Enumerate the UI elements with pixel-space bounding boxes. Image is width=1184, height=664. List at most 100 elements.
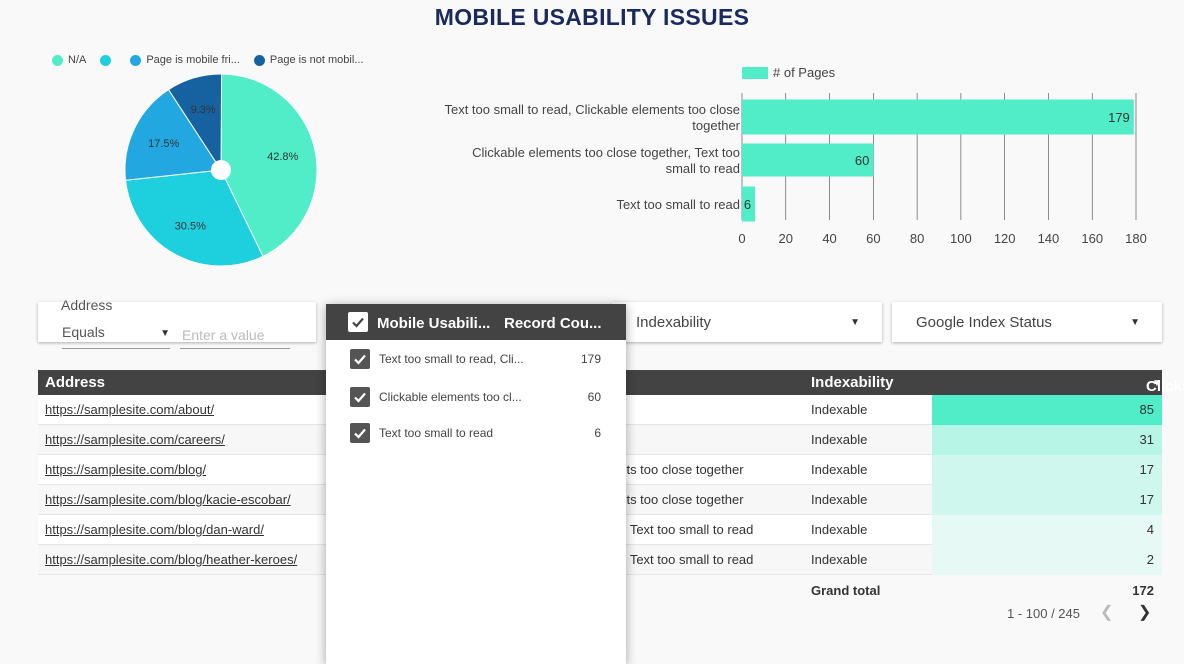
operator-select[interactable]: Equals ▼ (62, 324, 170, 349)
address-link[interactable]: https://samplesite.com/blog/dan-ward/ (45, 522, 264, 537)
check-icon (354, 392, 366, 403)
bar-value-label: 60 (855, 153, 869, 168)
pie-slice-label: 30.5% (175, 220, 206, 232)
indexability-value: Indexable (811, 492, 868, 507)
select-all-checkbox[interactable] (348, 312, 368, 332)
bar[interactable] (742, 99, 1134, 135)
indexability-value: Indexable (811, 552, 868, 567)
x-tick-label: 100 (950, 231, 972, 246)
dropdown-item[interactable]: Clickable elements too cl... 60 (326, 382, 626, 412)
item-checkbox[interactable] (350, 387, 370, 407)
address-link[interactable]: https://samplesite.com/about/ (45, 402, 215, 417)
bar-legend: # of Pages (742, 65, 835, 80)
indexability-value: Indexable (811, 462, 868, 477)
dropdown-item-label: Text too small to read (379, 426, 494, 440)
bar[interactable] (742, 143, 874, 177)
item-checkbox[interactable] (350, 423, 370, 443)
legend-item-na[interactable]: N/A (52, 54, 86, 66)
bar-value-label: 6 (744, 197, 751, 212)
pie-center-hole (211, 160, 231, 180)
bar-chart: 0 20 40 60 80 100 120 140 160 180 179 Text too smal… (444, 93, 1147, 246)
dropdown-item[interactable]: Text too small to read, Cli... 179 (326, 344, 626, 374)
dropdown-col-mobile-usability[interactable]: Mobile Usabili... (377, 315, 491, 332)
x-tick-label: 0 (738, 231, 745, 246)
pie-slice-label: 9.3% (191, 104, 216, 116)
clicks-value: 17 (932, 455, 1162, 485)
caret-down-icon: ▼ (160, 328, 170, 339)
indexability-value: Indexable (811, 432, 868, 447)
indexability-filter[interactable]: Indexability ▼ (612, 302, 882, 342)
legend-dot (100, 54, 112, 66)
check-icon (354, 428, 366, 439)
x-tick-label: 160 (1081, 231, 1103, 246)
x-tick-label: 80 (910, 231, 924, 246)
pie-slice[interactable] (124, 169, 264, 267)
y-category-label: Text too small to read (616, 197, 740, 212)
x-tick-label: 120 (994, 231, 1016, 246)
legend-label: N/A (68, 54, 87, 66)
clicks-value: 85 (932, 395, 1162, 425)
dropdown-item[interactable]: Text too small to read 6 (326, 418, 626, 448)
column-header-address[interactable]: Address (45, 374, 106, 391)
pagination-info: 1 - 100 / 245 (1007, 606, 1080, 621)
issue-text: er, Text too small to read (612, 552, 754, 567)
google-index-status-label: Google Index Status (916, 313, 1052, 331)
dropdown-item-count: 60 (587, 390, 601, 404)
pie-slice-label: 42.8% (267, 151, 298, 163)
issue-text: er, Text too small to read (612, 522, 754, 537)
pie-slice[interactable] (124, 88, 222, 181)
clicks-value: 17 (932, 485, 1162, 515)
pie-slice-label: 17.5% (148, 138, 179, 150)
pie-slice[interactable] (167, 73, 223, 172)
grand-total-label: Grand total (811, 583, 881, 598)
legend-dot (130, 54, 142, 66)
x-tick-label: 60 (866, 231, 880, 246)
address-filter-label: Address (61, 297, 113, 313)
address-value-input[interactable] (180, 322, 290, 349)
dropdown-col-record-count[interactable]: Record Cou... (504, 315, 602, 332)
legend-label: Page is mobile fri... (146, 54, 240, 66)
operator-value: Equals (62, 324, 105, 340)
address-link[interactable]: https://samplesite.com/blog/heather-kero… (45, 552, 298, 567)
chevron-left-icon[interactable]: ❮ (1100, 604, 1114, 621)
legend-item-mobile-friendly[interactable]: Page is mobile fri... (130, 54, 240, 66)
indexability-filter-label: Indexability (636, 313, 712, 331)
bar-value-label: 179 (1108, 110, 1130, 125)
check-icon (354, 354, 366, 365)
indexability-value: Indexable (811, 402, 868, 417)
item-checkbox[interactable] (350, 349, 370, 369)
address-link[interactable]: https://samplesite.com/blog/kacie-escoba… (45, 492, 291, 507)
page-title: MOBILE USABILITY ISSUES (434, 4, 750, 30)
caret-down-icon: ▼ (1130, 317, 1140, 328)
caret-down-icon: ▼ (850, 317, 860, 328)
pie-slice[interactable] (220, 73, 318, 258)
legend-swatch (742, 66, 768, 79)
address-link[interactable]: https://samplesite.com/careers/ (45, 432, 225, 447)
pie-legend: N/A Page is mobile fri... Page is not mo… (52, 54, 363, 66)
chevron-right-icon[interactable]: ❯ (1138, 604, 1152, 621)
clicks-value: 4 (932, 515, 1162, 545)
clicks-value: 31 (932, 425, 1162, 455)
clicks-value: 2 (932, 545, 1162, 575)
address-link[interactable]: https://samplesite.com/blog/ (45, 462, 207, 477)
pie-chart: 42.8% 30.5% 17.5% 9.3% (124, 73, 318, 267)
address-filter: Address Equals ▼ (38, 297, 316, 349)
bar[interactable] (742, 186, 756, 222)
column-header-indexability[interactable]: Indexability (811, 374, 894, 391)
google-index-status-filter[interactable]: Google Index Status ▼ (892, 302, 1162, 342)
dropdown-item-count: 179 (580, 352, 601, 366)
dropdown-item-label: Text too small to read, Cli... (379, 352, 524, 366)
x-tick-label: 20 (779, 231, 793, 246)
bar-legend-label: # of Pages (773, 65, 836, 80)
x-tick-label: 140 (1038, 231, 1060, 246)
legend-item-blank[interactable] (100, 54, 116, 66)
check-icon (352, 317, 364, 328)
y-category-label: Text too small to read, Clickable elemen… (444, 102, 740, 117)
legend-label: Page is not mobil... (269, 54, 364, 66)
x-tick-label: 180 (1125, 231, 1147, 246)
legend-dot (253, 54, 265, 66)
issue-text: ents too close together (612, 492, 744, 507)
issue-text: ents too close together (612, 462, 744, 477)
legend-item-not-mobile[interactable]: Page is not mobil... (253, 54, 364, 66)
dropdown-header: Mobile Usabili... Record Cou... (326, 304, 626, 340)
